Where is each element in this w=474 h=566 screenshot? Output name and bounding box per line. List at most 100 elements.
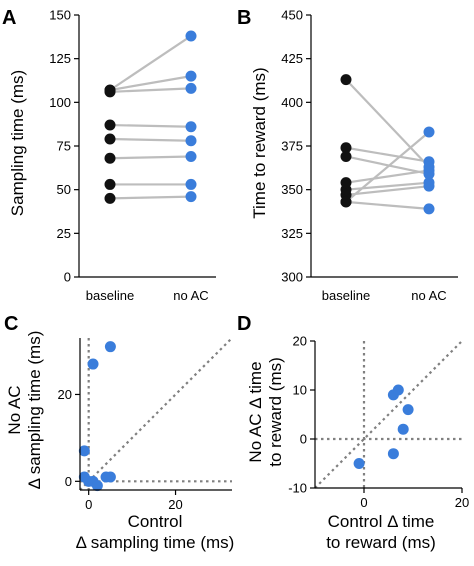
- x-ticks-d: 0 20: [360, 488, 469, 510]
- noac-point: [423, 126, 435, 138]
- pair-connector-line: [345, 78, 430, 168]
- y-tick-label: 75: [57, 139, 71, 154]
- baseline-point: [104, 119, 116, 131]
- pair-connector-line: [109, 123, 192, 128]
- pair-connector-line: [109, 35, 192, 92]
- y-tick-label: 300: [281, 270, 303, 285]
- reference-line-identity: [79, 337, 233, 491]
- scatter-point: [402, 404, 414, 416]
- baseline-point: [340, 177, 352, 189]
- panel-c-sampling-scatter: C No AC Δ sampling time (ms) Control Δ s…: [4, 313, 234, 552]
- scatter-point: [392, 384, 404, 396]
- noac-point: [185, 135, 197, 147]
- baseline-point: [340, 150, 352, 162]
- noac-point: [185, 121, 197, 133]
- y-axis-label-c-line2: Δ sampling time (ms): [25, 331, 44, 490]
- y-ticks-d: -10 0 10 20: [288, 334, 315, 496]
- pair-connector-line: [109, 195, 192, 200]
- y-ticks-c: 0 20: [58, 387, 80, 489]
- pair-connector-line: [345, 169, 430, 184]
- y-tick-label: 0: [300, 432, 307, 447]
- y-tick-label: 425: [281, 51, 303, 66]
- y-axis-label-d-line1: No AC Δ time: [246, 361, 265, 462]
- y-tick-label: 450: [281, 8, 303, 23]
- noac-point: [423, 161, 435, 173]
- pair-connector-line: [109, 87, 192, 93]
- y-tick-label: 125: [49, 51, 71, 66]
- paired-series-b: [340, 74, 435, 215]
- y-tick-label: 400: [281, 95, 303, 110]
- panel-b-time-to-reward: B Time to reward (ms) baseline no AC 300…: [237, 7, 458, 303]
- x-tick-label: 20: [168, 497, 182, 512]
- y-axis-label-c-line1: No AC: [5, 385, 24, 434]
- scatter-point: [104, 471, 116, 483]
- scatter-point: [387, 448, 399, 460]
- y-tick-label: 25: [57, 226, 71, 241]
- baseline-point: [340, 74, 352, 86]
- baseline-point: [340, 196, 352, 208]
- scatter-points-c: [78, 341, 116, 492]
- y-tick-label: 0: [65, 474, 72, 489]
- x-category-baseline-b: baseline: [322, 288, 370, 303]
- panel-label-a: A: [2, 7, 16, 29]
- noac-point: [185, 150, 197, 162]
- baseline-point: [104, 178, 116, 190]
- x-axis-label-d-line1: Control Δ time: [328, 512, 435, 531]
- panel-a-sampling-time: A Sampling time (ms) baseline no AC 0 25 5…: [2, 7, 216, 303]
- pair-connector-line: [345, 181, 430, 191]
- scatter-point: [397, 423, 409, 435]
- y-axis-label-d-line2: to reward (ms): [266, 357, 285, 467]
- pair-connector-line: [345, 200, 430, 210]
- y-tick-label: 325: [281, 226, 303, 241]
- y-tick-label: 20: [293, 334, 307, 349]
- y-tick-label: 20: [58, 387, 72, 402]
- y-tick-label: -10: [288, 481, 307, 496]
- scatter-point: [78, 445, 90, 457]
- y-tick-label: 10: [293, 383, 307, 398]
- scatter-point: [87, 358, 99, 370]
- panel-label-b: B: [237, 7, 251, 29]
- panel-d-reward-scatter: D No AC Δ time to reward (ms) Control Δ …: [237, 313, 469, 552]
- pair-connector-line: [109, 137, 192, 142]
- x-tick-label: 0: [85, 497, 92, 512]
- x-axis-label-c-line1: Control: [128, 512, 183, 531]
- baseline-point: [104, 133, 116, 145]
- pair-connector-line: [109, 75, 192, 92]
- y-tick-label: 50: [57, 182, 71, 197]
- y-tick-label: 0: [64, 270, 71, 285]
- noac-point: [185, 82, 197, 94]
- noac-point: [423, 203, 435, 215]
- noac-point: [423, 177, 435, 189]
- pair-connector-line: [345, 146, 430, 163]
- x-category-baseline-a: baseline: [86, 288, 134, 303]
- scatter-point: [91, 480, 103, 492]
- scatter-point: [104, 341, 116, 353]
- panel-label-d: D: [237, 313, 251, 335]
- y-tick-label: 350: [281, 182, 303, 197]
- baseline-point: [340, 142, 352, 154]
- reference-lines-c: [79, 337, 233, 491]
- pair-connector-line: [109, 155, 192, 160]
- x-axis-label-c-line2: Δ sampling time (ms): [76, 533, 235, 552]
- x-tick-label: 20: [455, 495, 469, 510]
- reference-line-identity: [314, 340, 463, 489]
- x-axis-label-d-line2: to reward (ms): [326, 533, 436, 552]
- baseline-point: [104, 152, 116, 164]
- y-tick-label: 100: [49, 95, 71, 110]
- y-tick-label: 375: [281, 139, 303, 154]
- x-category-noac-b: no AC: [411, 288, 446, 303]
- x-category-noac-a: no AC: [173, 288, 208, 303]
- x-ticks-c: 0 20: [85, 490, 183, 512]
- scatter-points-d: [353, 384, 414, 469]
- noac-point: [185, 70, 197, 82]
- x-tick-label: 0: [360, 495, 367, 510]
- noac-point: [185, 191, 197, 203]
- y-axis-label-b: Time to reward (ms): [250, 67, 269, 218]
- pair-connector-line: [345, 185, 430, 197]
- noac-point: [185, 30, 197, 42]
- pair-connector-line: [345, 155, 430, 176]
- panel-label-c: C: [4, 313, 18, 335]
- baseline-point: [104, 192, 116, 204]
- scatter-point: [353, 458, 365, 469]
